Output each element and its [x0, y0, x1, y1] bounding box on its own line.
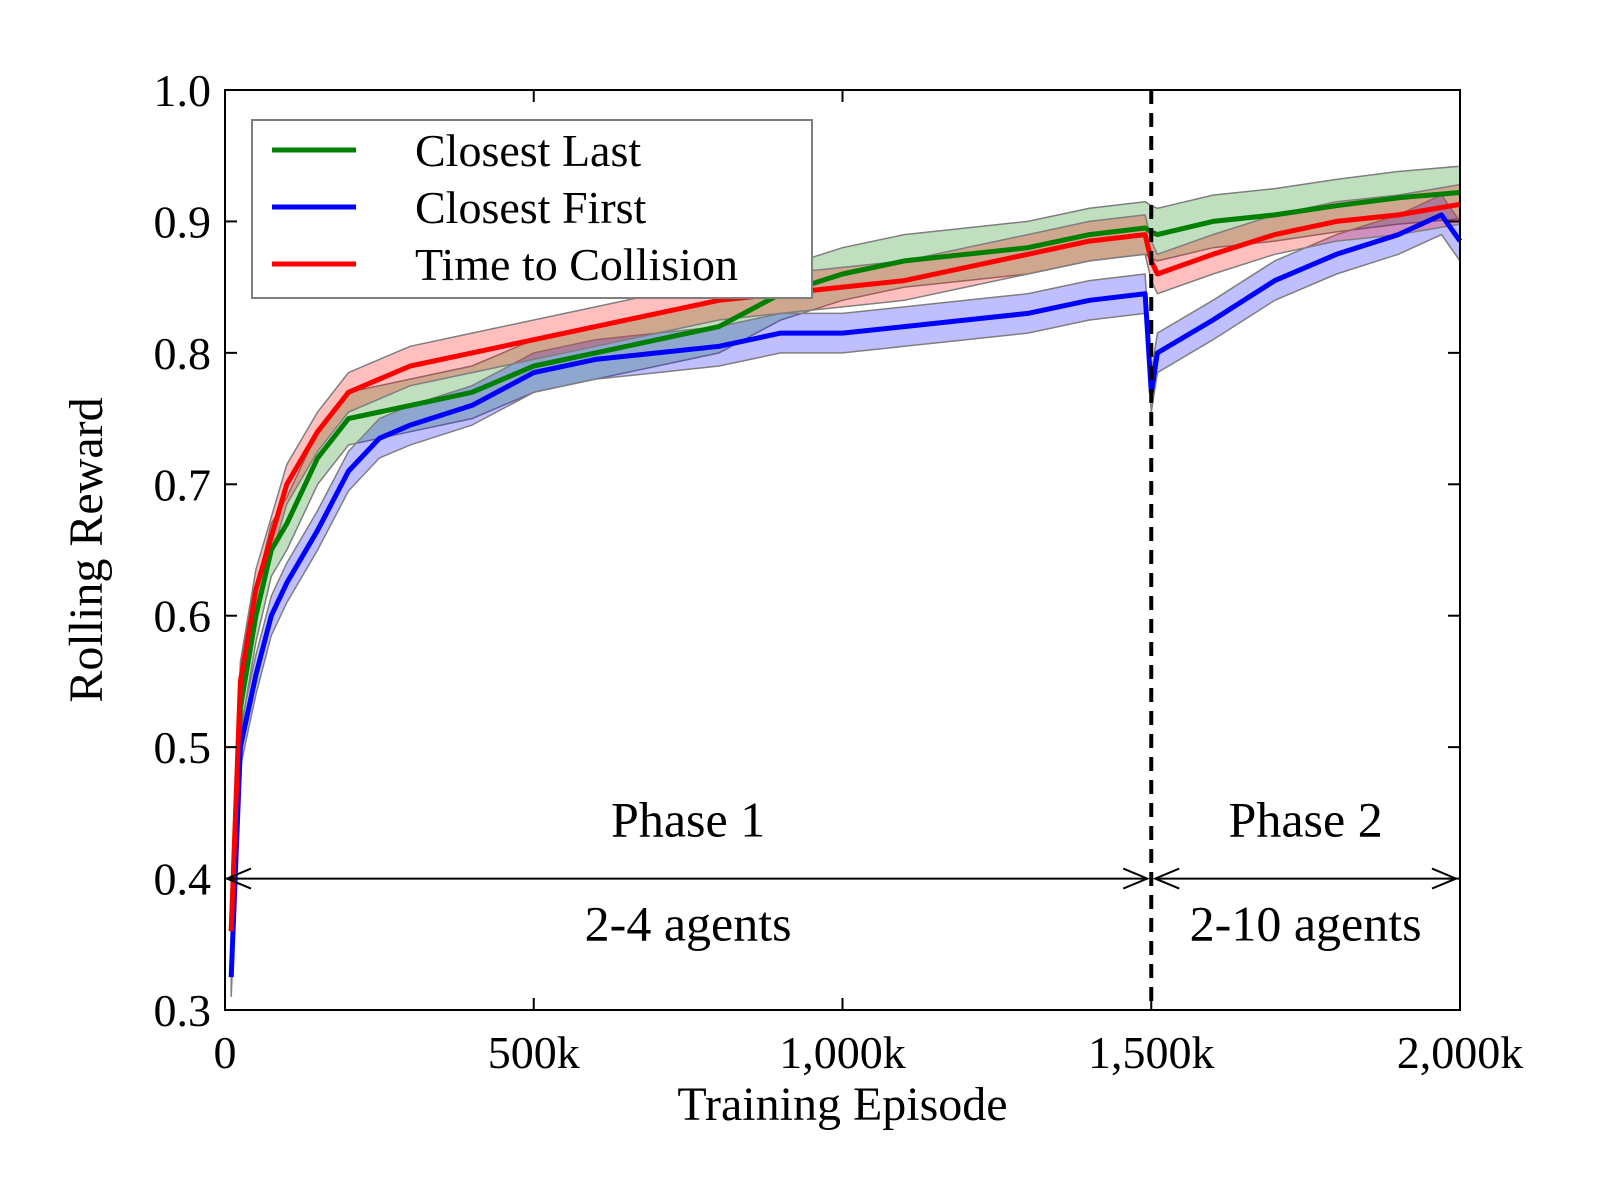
- y-tick-label: 0.9: [154, 196, 212, 247]
- x-ticks: 0 500k 1,000k 1,500k 2,000k: [214, 90, 1524, 1078]
- x-axis-title: Training Episode: [677, 1078, 1007, 1131]
- y-tick-label: 0.4: [154, 854, 212, 905]
- y-tick-label: 0.7: [154, 459, 212, 510]
- phase2-label: Phase 2: [1229, 792, 1383, 848]
- phase2-arrowhead-left: [1152, 867, 1180, 890]
- legend-entries: Closest Last Closest First Time to Collisi…: [272, 125, 738, 290]
- legend: Closest Last Closest First Time to Collisi…: [251, 119, 813, 299]
- x-tick-label: 1,500k: [1088, 1027, 1215, 1078]
- series-line-0: [228, 190, 1461, 932]
- y-axis-title: Rolling Reward: [60, 397, 113, 702]
- x-tick-label: 2,000k: [1397, 1027, 1524, 1078]
- phase1-arrowhead-right: [1122, 867, 1150, 890]
- phase2-agents-label: 2-10 agents: [1190, 896, 1422, 952]
- y-tick-label: 1.0: [154, 65, 212, 116]
- series-lines: [228, 190, 1463, 978]
- legend-label-1: Closest First: [415, 182, 647, 233]
- x-tick-label: 1,000k: [779, 1027, 906, 1078]
- legend-label-0: Closest Last: [415, 125, 641, 176]
- x-tick-label: 500k: [488, 1027, 580, 1078]
- phase1-label: Phase 1: [611, 792, 765, 848]
- series-band-1: [230, 194, 1461, 997]
- annotations: Phase 1 2-4 agents Phase 2 2-10 agents: [224, 90, 1459, 1010]
- legend-label-2: Time to Collision: [415, 239, 738, 290]
- y-ticks: 0.3 0.4 0.5 0.6 0.7 0.8 0.9 1.0: [154, 65, 1460, 1036]
- y-tick-label: 0.8: [154, 328, 212, 379]
- series-line-1: [228, 212, 1463, 978]
- phase1-agents-label: 2-4 agents: [585, 896, 792, 952]
- y-tick-label: 0.5: [154, 722, 212, 773]
- y-tick-label: 0.6: [154, 591, 212, 642]
- y-tick-label: 0.3: [154, 985, 212, 1036]
- x-tick-label: 0: [214, 1027, 237, 1078]
